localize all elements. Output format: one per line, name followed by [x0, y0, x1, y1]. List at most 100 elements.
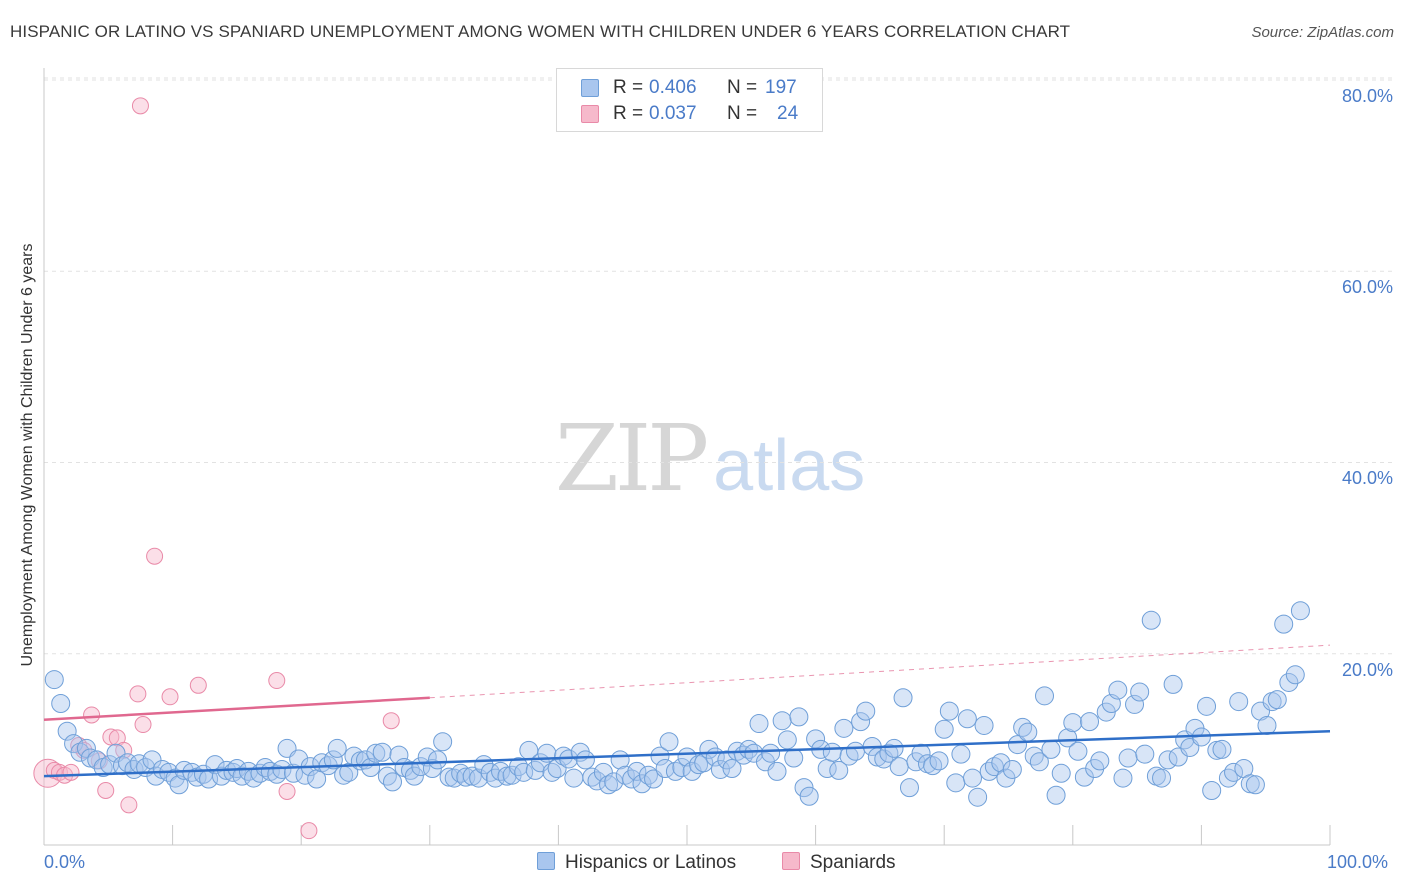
legend-r-label: R =: [613, 77, 644, 98]
hispanics-point: [87, 750, 107, 770]
hispanics-point: [934, 719, 954, 739]
hispanics-point: [542, 762, 562, 782]
hispanics-point: [951, 744, 971, 764]
hispanics-point: [799, 786, 819, 806]
hispanics-point: [142, 750, 162, 770]
correlation-legend: R = 0.406 N = 197 R = 0.037 N = 24: [556, 68, 823, 132]
hispanics-point: [1002, 759, 1022, 779]
hispanics-point: [1029, 752, 1049, 772]
legend-n-value: 197: [765, 77, 797, 98]
hispanics-point: [1008, 735, 1028, 755]
bottom-legend-swatch-spaniards: [782, 852, 800, 870]
spaniards-point: [189, 676, 207, 694]
series-hispanics: [44, 601, 1310, 807]
spaniards-point: [62, 763, 80, 781]
hispanics-point: [272, 759, 292, 779]
hispanics-point: [939, 701, 959, 721]
hispanics-point: [1207, 740, 1227, 760]
hispanics-point: [1285, 665, 1305, 685]
hispanics-point: [1018, 722, 1038, 742]
hispanics-trend-line: [43, 729, 1331, 778]
gridlines: [44, 77, 1392, 655]
hispanics-point: [1080, 712, 1100, 732]
y-tick-label-80: 80.0%: [1341, 86, 1393, 106]
hispanics-point: [1152, 768, 1172, 788]
legend-r-value: 0.406: [649, 77, 697, 98]
bottom-legend-spaniards[interactable]: Spaniards: [782, 852, 896, 874]
hispanics-point: [1063, 713, 1083, 733]
hispanics-point: [428, 750, 448, 770]
hispanics-point: [1135, 744, 1155, 764]
hispanics-point: [911, 743, 931, 763]
hispanics-point: [404, 766, 424, 786]
spaniards-point: [268, 672, 286, 690]
hispanics-point: [749, 714, 769, 734]
hispanics-point: [722, 759, 742, 778]
source-label: Source: ZipAtlas.com: [1251, 24, 1394, 41]
hispanics-point: [433, 732, 453, 752]
hispanics-point: [659, 732, 679, 752]
hispanics-point: [1041, 739, 1061, 759]
hispanics-point: [462, 766, 482, 786]
hispanics-point: [1024, 746, 1044, 766]
watermark-zip: ZIP: [555, 405, 709, 512]
spaniards-trend-extension: [429, 644, 1331, 699]
hispanics-point: [1224, 762, 1244, 782]
hispanics-point: [1046, 785, 1066, 805]
hispanics-point: [627, 761, 647, 781]
spaniards-point: [129, 685, 147, 703]
hispanics-point: [962, 768, 982, 788]
spaniards-point: [131, 97, 149, 115]
legend-n-value: 24: [777, 103, 799, 124]
y-tick-label-40: 40.0%: [1341, 468, 1393, 488]
hispanics-point: [1035, 686, 1055, 706]
hispanics-point: [968, 787, 988, 807]
hispanics-point: [884, 738, 904, 758]
hispanics-point: [822, 742, 842, 762]
hispanics-point: [1290, 601, 1310, 621]
hispanics-point: [1130, 682, 1150, 702]
hispanics-point: [1279, 672, 1299, 692]
hispanics-point: [1113, 768, 1133, 788]
hispanics-point: [1141, 610, 1161, 630]
hispanics-point: [1090, 751, 1110, 771]
hispanics-point: [383, 772, 403, 792]
hispanics-point: [845, 741, 865, 761]
hispanics-point: [80, 748, 100, 768]
hispanics-point: [1125, 694, 1145, 714]
hispanics-point: [784, 748, 804, 768]
hispanics-point: [1267, 690, 1287, 710]
hispanics-point: [889, 757, 909, 777]
legend-r-value: 0.037: [649, 103, 697, 124]
hispanics-point: [401, 760, 421, 780]
chart-title: HISPANIC OR LATINO VS SPANIARD UNEMPLOYM…: [10, 22, 1071, 41]
watermark: ZIP atlas: [555, 405, 865, 512]
spaniards-point: [102, 728, 120, 746]
spaniards-point: [300, 822, 318, 840]
bottom-legend-label-spaniards: Spaniards: [810, 852, 896, 873]
hispanics-point: [946, 773, 966, 793]
y-tick-label-60: 60.0%: [1341, 277, 1393, 297]
legend-swatch-hispanics: [581, 79, 599, 97]
series-spaniards: [33, 97, 400, 840]
bottom-legend-swatch-hispanics: [537, 852, 555, 870]
legend-n-label: N =: [727, 103, 758, 124]
hispanics-point: [1245, 775, 1265, 795]
spaniards-point: [134, 716, 152, 734]
hispanics-point: [856, 701, 876, 721]
hispanics-point: [327, 738, 347, 758]
hispanics-point: [1058, 728, 1078, 748]
hispanics-point: [211, 766, 231, 786]
hispanics-point: [834, 718, 854, 738]
bottom-legend-hispanics[interactable]: Hispanics or Latinos: [537, 852, 736, 874]
hispanics-point: [739, 739, 759, 759]
hispanics-point: [991, 753, 1011, 773]
hispanics-point: [974, 715, 994, 735]
hispanics-point: [893, 688, 913, 708]
hispanics-point: [1118, 748, 1138, 768]
spaniards-point: [382, 712, 400, 730]
hispanics-point: [874, 749, 894, 769]
x-tick-label-100: 100.0%: [1327, 852, 1389, 872]
hispanics-point: [672, 758, 692, 778]
legend-r-label: R =: [613, 103, 644, 124]
